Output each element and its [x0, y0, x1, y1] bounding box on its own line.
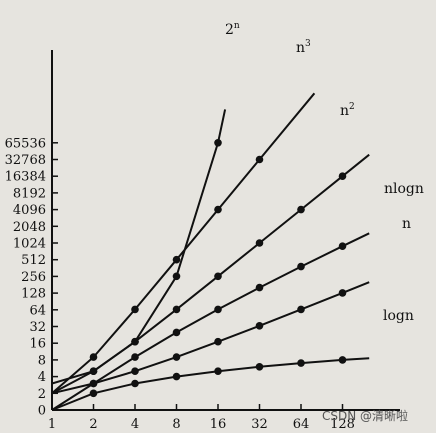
series-label: n — [402, 216, 411, 232]
series-label: n3 — [296, 39, 311, 56]
x-tick-label: 8 — [172, 417, 180, 432]
data-point — [214, 205, 222, 214]
y-tick-label: 8192 — [13, 186, 46, 201]
y-tick-label: 256 — [21, 270, 46, 285]
data-point — [131, 337, 139, 346]
data-point — [255, 283, 264, 292]
data-point — [297, 359, 305, 367]
data-point — [214, 367, 222, 376]
data-point — [255, 155, 264, 164]
data-point — [255, 322, 264, 330]
data-point — [89, 389, 98, 398]
series-label: nlogn — [384, 181, 424, 197]
data-point — [89, 353, 98, 361]
series-lines — [51, 92, 370, 411]
data-point — [172, 328, 181, 337]
x-tick-label: 4 — [131, 417, 139, 432]
x-tick-label: 128 — [330, 417, 355, 432]
data-point — [131, 379, 139, 388]
series-line — [51, 92, 316, 395]
data-point — [214, 337, 222, 346]
data-point — [338, 289, 347, 297]
data-point — [297, 205, 305, 214]
y-tick-label: 2048 — [13, 220, 46, 235]
x-tick-label: 1 — [48, 417, 56, 432]
data-point — [89, 367, 98, 376]
series-line — [51, 153, 370, 395]
y-tick-label: 0 — [38, 404, 46, 419]
data-points — [89, 139, 347, 398]
series-label: n2 — [340, 102, 355, 119]
data-point — [297, 305, 305, 314]
y-tick-label: 512 — [21, 253, 46, 268]
series-line — [51, 109, 227, 385]
series-label: logn — [383, 308, 414, 324]
data-point — [297, 262, 305, 271]
data-point — [255, 239, 264, 247]
series-labels: logn n nlogn n2 n3 2n — [225, 21, 424, 324]
data-point — [255, 363, 264, 371]
data-point — [338, 356, 347, 364]
y-tick-label: 32768 — [5, 153, 46, 168]
y-tick-label: 16 — [29, 337, 46, 352]
y-tick-label: 8 — [38, 353, 46, 368]
data-point — [338, 172, 347, 180]
watermark: CSDN @清晰啦 — [322, 408, 408, 423]
data-point — [172, 353, 181, 361]
data-point — [131, 353, 139, 361]
y-tick-label: 4 — [38, 370, 46, 385]
x-tick-label: 64 — [293, 417, 310, 432]
y-tick-label: 1024 — [13, 237, 46, 252]
y-tick-label: 65536 — [5, 136, 46, 151]
data-point — [131, 367, 139, 376]
data-point — [172, 272, 181, 281]
data-point — [172, 305, 181, 314]
y-tick-label: 64 — [29, 303, 46, 318]
data-point — [214, 272, 222, 281]
series-label: 2n — [225, 21, 240, 38]
data-point — [172, 372, 181, 381]
series-line — [51, 232, 370, 411]
series-line — [51, 281, 370, 395]
x-tick-label: 16 — [210, 417, 227, 432]
x-tick-label: 32 — [251, 417, 268, 432]
data-point — [131, 305, 139, 314]
y-tick-label: 128 — [21, 287, 46, 302]
data-point — [214, 139, 222, 147]
x-axis-ticks: 1 2 4 8 16 32 64 128 — [48, 404, 355, 432]
data-point — [338, 242, 347, 250]
x-tick-label: 2 — [89, 417, 97, 432]
y-tick-label: 32 — [29, 320, 46, 335]
data-point — [89, 379, 98, 388]
y-tick-label: 2 — [38, 387, 46, 402]
data-point — [214, 305, 222, 314]
y-tick-label: 16384 — [5, 170, 46, 185]
data-point — [172, 255, 181, 264]
y-tick-label: 4096 — [13, 203, 46, 218]
